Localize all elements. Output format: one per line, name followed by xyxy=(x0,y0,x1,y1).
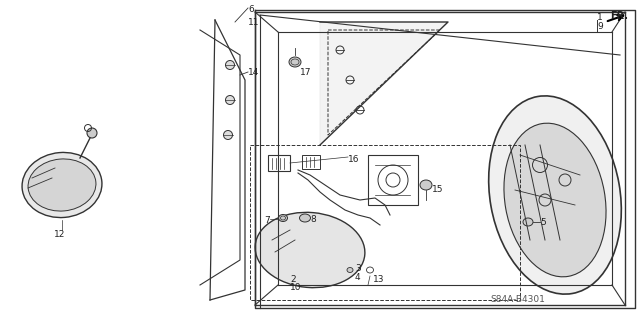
Text: 15: 15 xyxy=(432,185,444,194)
Ellipse shape xyxy=(28,159,96,211)
Ellipse shape xyxy=(523,218,533,226)
Text: 11: 11 xyxy=(248,18,259,27)
Ellipse shape xyxy=(504,123,606,277)
Text: 4: 4 xyxy=(355,273,360,282)
Text: 8: 8 xyxy=(310,215,316,224)
Ellipse shape xyxy=(225,61,234,70)
Text: 12: 12 xyxy=(54,230,65,239)
Bar xyxy=(250,145,520,300)
Ellipse shape xyxy=(347,268,353,272)
Text: 16: 16 xyxy=(348,155,360,164)
Text: FR.: FR. xyxy=(610,11,628,21)
Ellipse shape xyxy=(22,152,102,218)
Text: 1: 1 xyxy=(597,13,603,22)
Text: 14: 14 xyxy=(248,68,259,77)
Ellipse shape xyxy=(489,96,621,294)
Ellipse shape xyxy=(289,57,301,67)
Ellipse shape xyxy=(278,214,287,221)
Bar xyxy=(368,155,418,205)
Text: S84A-B4301: S84A-B4301 xyxy=(490,295,545,304)
Ellipse shape xyxy=(87,128,97,138)
Bar xyxy=(268,155,290,171)
Polygon shape xyxy=(320,22,448,145)
Ellipse shape xyxy=(225,95,234,105)
Ellipse shape xyxy=(223,130,232,139)
Text: 2: 2 xyxy=(290,275,296,284)
Text: 6: 6 xyxy=(248,5,253,14)
Bar xyxy=(302,155,320,169)
Ellipse shape xyxy=(255,212,365,288)
Text: 5: 5 xyxy=(540,218,546,227)
Text: 10: 10 xyxy=(290,283,301,292)
Text: 7: 7 xyxy=(264,216,270,225)
Text: 9: 9 xyxy=(597,22,603,31)
Text: 3: 3 xyxy=(355,264,361,273)
Ellipse shape xyxy=(300,214,310,222)
Text: 13: 13 xyxy=(373,275,385,284)
Ellipse shape xyxy=(420,180,432,190)
Text: 17: 17 xyxy=(300,68,312,77)
